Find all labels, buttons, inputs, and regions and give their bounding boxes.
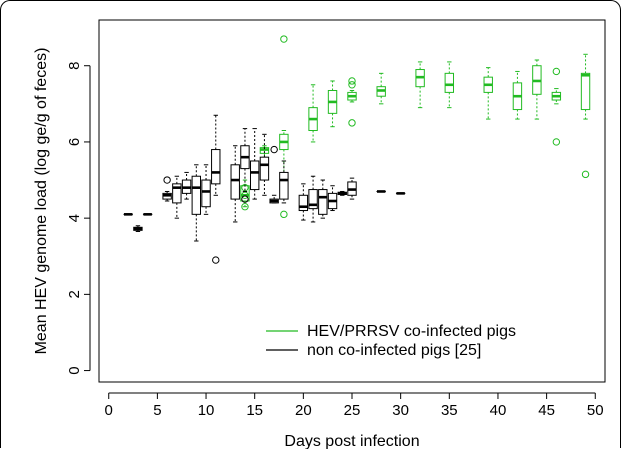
box-co-infected — [347, 77, 357, 127]
box-non-co-infected — [347, 177, 357, 200]
outlier-point — [163, 176, 171, 184]
box-co-infected — [308, 84, 318, 143]
legend-label-non-co-infected: non co-infected pigs [25] — [307, 342, 481, 359]
box-co-infected — [483, 67, 493, 120]
box-non-co-infected — [211, 114, 221, 264]
y-axis: 0 2 4 6 8 — [66, 62, 91, 375]
box-iqr — [191, 175, 202, 215]
box-iqr — [444, 72, 455, 93]
outlier-point — [348, 119, 356, 127]
box-layer — [123, 35, 591, 264]
box-co-infected — [551, 67, 562, 146]
outlier-point — [280, 35, 288, 43]
box-iqr — [259, 156, 270, 181]
y-tick-label: 0 — [66, 366, 83, 374]
box-non-co-infected — [259, 133, 270, 196]
box-iqr — [172, 183, 182, 204]
box-iqr — [318, 189, 328, 215]
box-non-co-infected — [162, 176, 172, 202]
box-non-co-infected — [327, 185, 338, 212]
box-non-co-infected — [279, 160, 289, 204]
y-axis-title: Mean HEV genome load (log ge/g of feces) — [33, 48, 50, 355]
box-co-infected — [444, 61, 455, 109]
box-non-co-infected — [269, 145, 279, 204]
box-non-co-infected — [191, 164, 202, 242]
box-non-co-infected — [172, 175, 182, 219]
outlier-point — [348, 81, 356, 89]
x-tick-label: 40 — [490, 402, 507, 419]
x-axis-title: Days post infection — [284, 433, 419, 449]
outlier-point — [241, 183, 249, 192]
box-iqr — [580, 72, 591, 111]
outlier-point — [552, 138, 561, 146]
box-iqr — [201, 179, 211, 208]
box-co-infected — [376, 72, 386, 105]
box-co-infected — [580, 53, 591, 179]
y-tick-label: 2 — [66, 290, 83, 298]
box-non-co-infected — [249, 128, 260, 200]
outlier-point — [348, 77, 356, 85]
box-non-co-infected — [318, 179, 328, 219]
outlier-point — [552, 67, 561, 76]
box-co-infected — [512, 70, 523, 120]
x-tick-label: 10 — [198, 402, 215, 419]
legend: HEV/PRRSV co-infected pigs non co-infect… — [266, 323, 516, 359]
box-co-infected — [532, 59, 542, 120]
x-tick-label: 20 — [295, 402, 312, 419]
box-co-infected — [279, 35, 289, 219]
x-tick-label: 45 — [538, 402, 555, 419]
x-tick-label: 35 — [441, 402, 458, 419]
box-iqr — [230, 164, 240, 200]
y-tick-label: 6 — [66, 138, 83, 146]
box-co-infected — [327, 80, 338, 128]
box-iqr — [211, 149, 221, 185]
box-iqr — [298, 194, 309, 212]
box-non-co-infected — [133, 225, 143, 232]
plot-area-border — [98, 19, 606, 383]
outlier-point — [280, 210, 288, 219]
outlier-point — [241, 203, 249, 211]
box-non-co-infected — [240, 128, 250, 203]
y-tick-label: 8 — [66, 62, 83, 70]
box-non-co-infected — [298, 183, 309, 221]
box-non-co-infected — [308, 175, 318, 223]
x-axis: 0 5 10 15 20 25 30 35 40 45 50 — [105, 392, 604, 419]
x-tick-label: 30 — [392, 402, 409, 419]
box-co-infected — [415, 61, 425, 109]
x-tick-label: 25 — [344, 402, 361, 419]
y-tick-label: 4 — [66, 214, 83, 222]
box-iqr — [308, 189, 318, 210]
x-tick-label: 15 — [246, 402, 263, 419]
x-tick-label: 50 — [587, 402, 604, 419]
x-tick-label: 0 — [105, 402, 113, 419]
box-iqr — [279, 171, 289, 200]
box-non-co-infected — [337, 190, 347, 196]
box-non-co-infected — [230, 145, 240, 223]
outlier-point — [270, 145, 278, 154]
box-non-co-infected — [201, 164, 211, 215]
box-non-co-infected — [181, 171, 192, 200]
outlier-point — [581, 170, 590, 179]
outlier-point — [241, 191, 249, 199]
outlier-point — [212, 256, 220, 264]
box-iqr — [249, 160, 260, 191]
x-tick-label: 5 — [153, 402, 161, 419]
outlier-point — [241, 195, 249, 203]
legend-label-co-infected: HEV/PRRSV co-infected pigs — [307, 323, 516, 340]
box-co-infected — [240, 179, 250, 211]
